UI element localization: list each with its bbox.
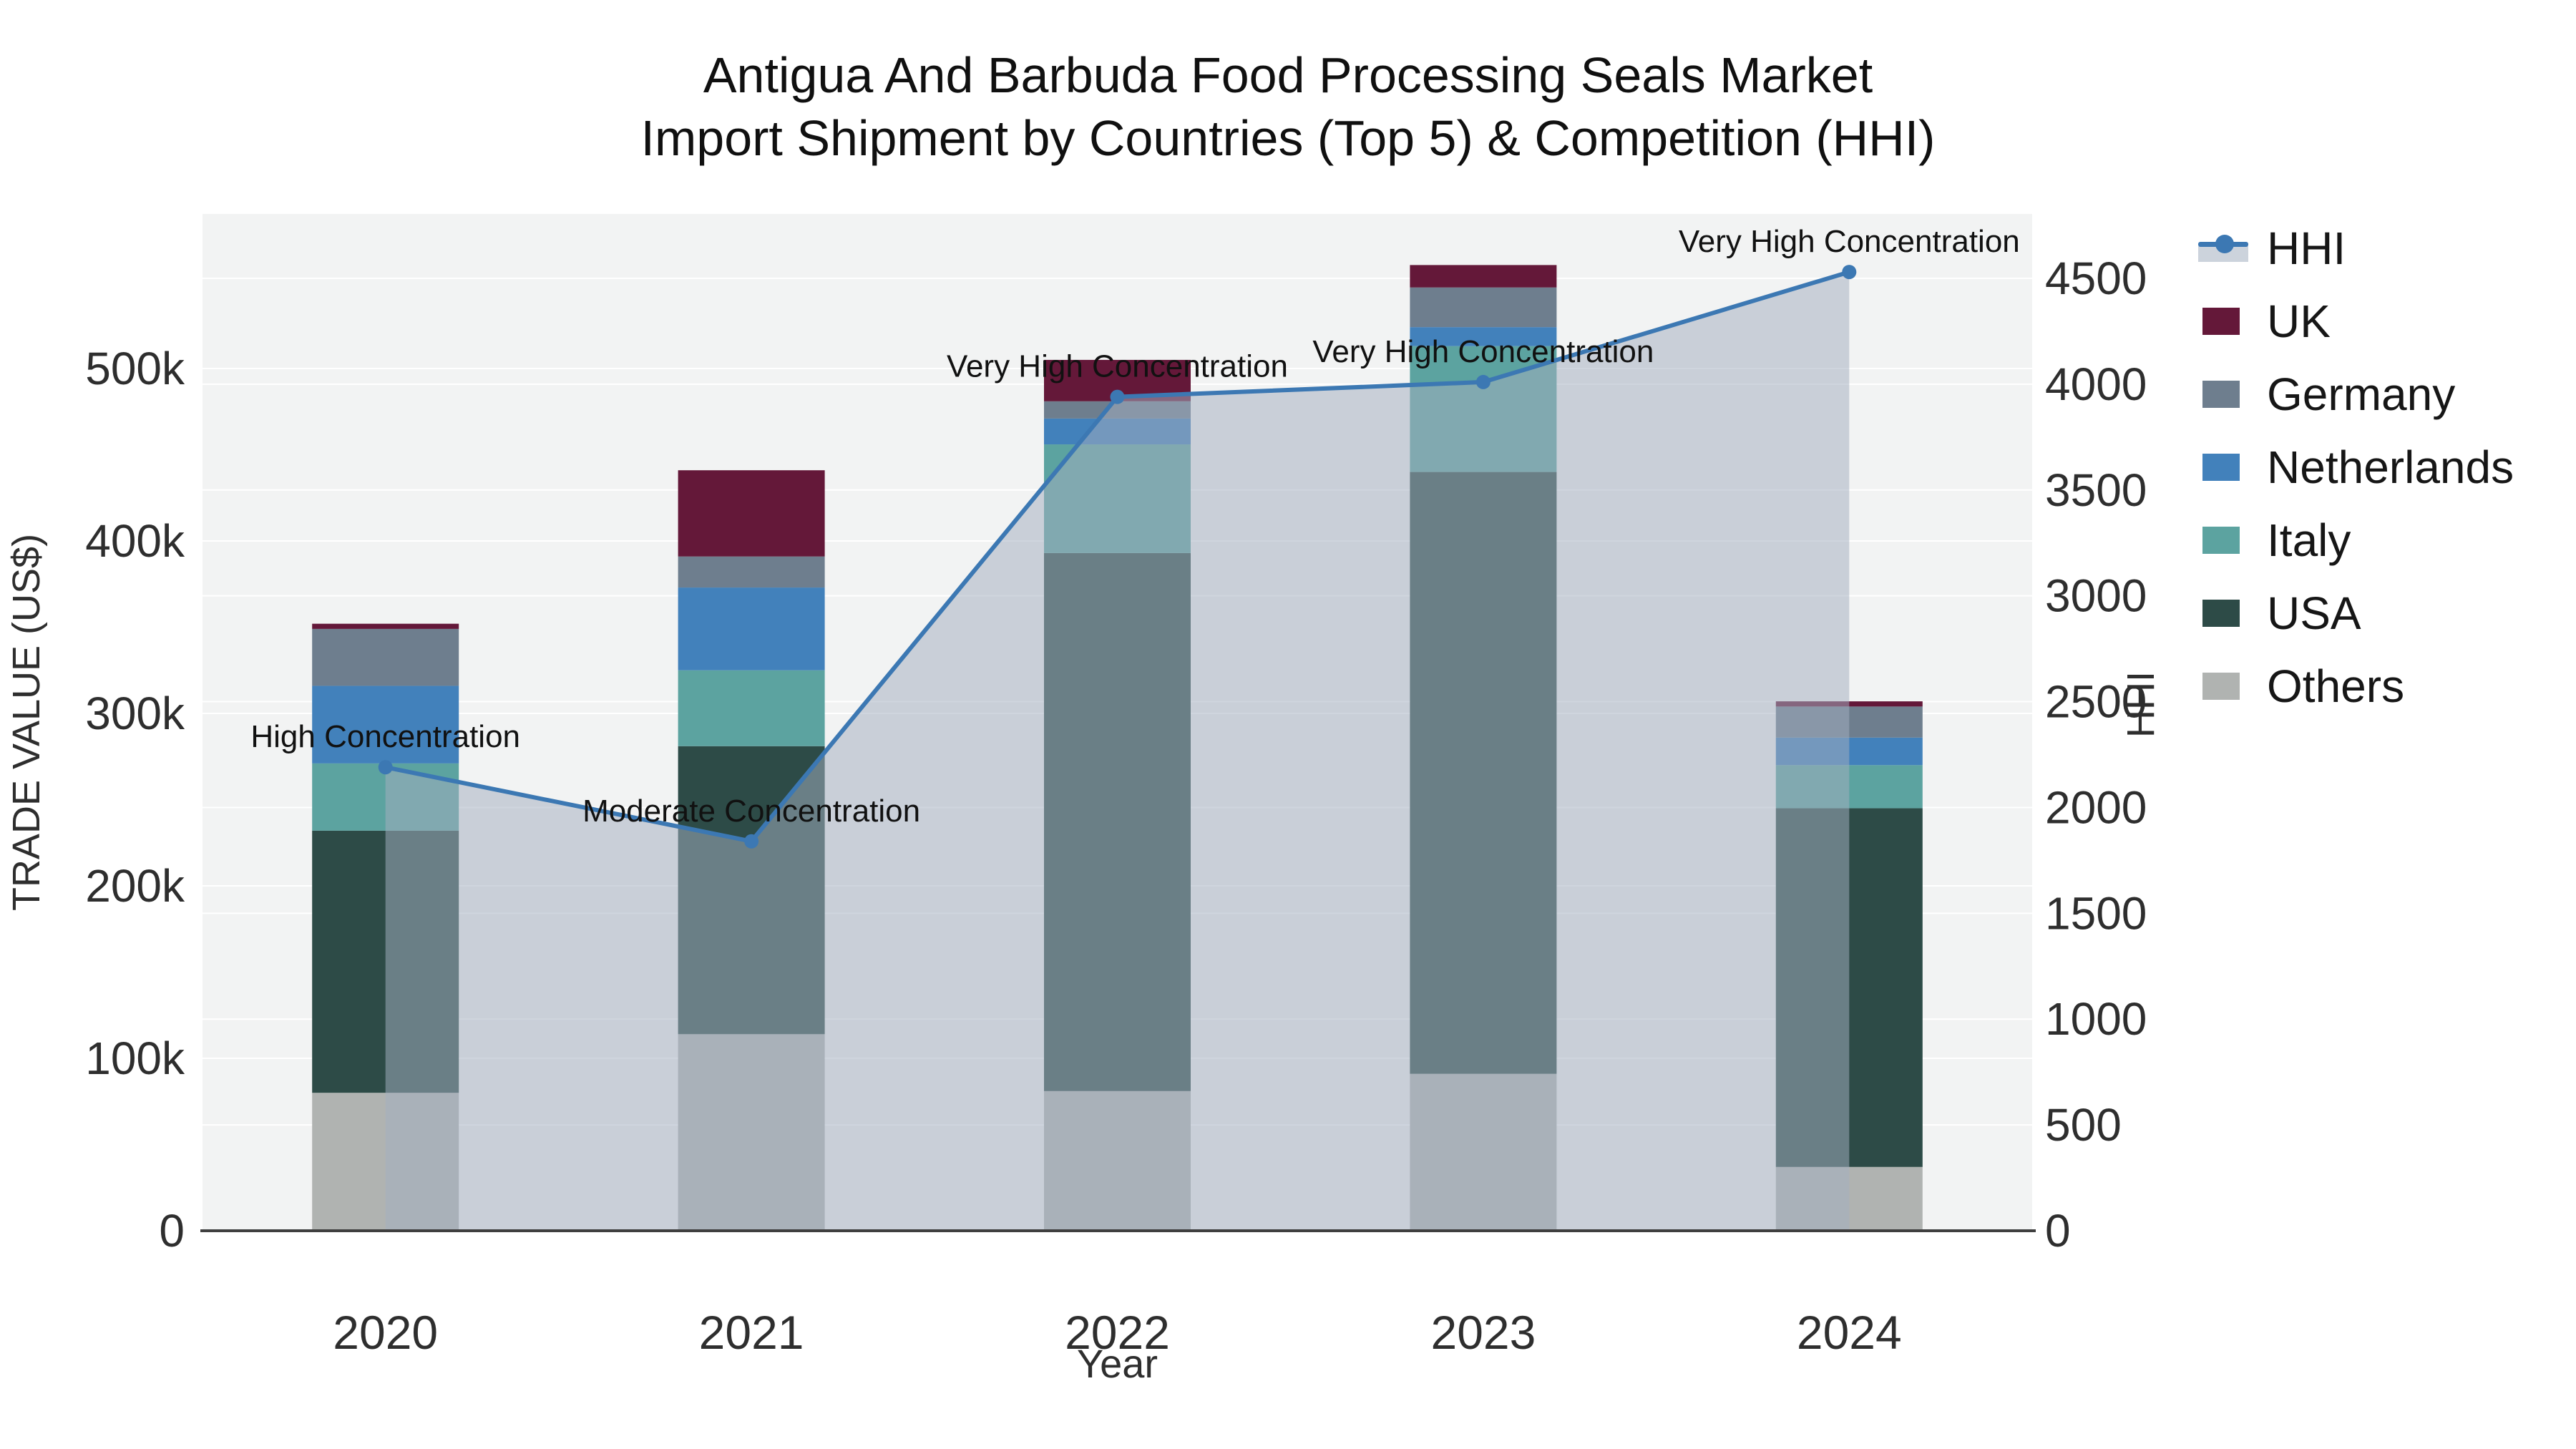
legend-item-italy[interactable]: Italy [2198,514,2514,567]
legend-color-swatch-icon [2198,378,2248,411]
y-right-tick-1000: 1000 [2045,993,2147,1045]
legend-item-germany[interactable]: Germany [2198,368,2514,421]
y-right-tick-3500: 3500 [2045,464,2147,516]
y-left-tick-200k: 200k [85,860,185,912]
y-left-tick-300k: 300k [85,688,185,739]
legend-color-swatch-icon [2198,305,2248,338]
bar-segment-germany-2023[interactable] [1410,287,1557,328]
x-tick-2022: 2022 [1065,1306,1170,1359]
y-left-axis-title: TRADE VALUE (US$) [5,534,48,911]
y-right-tick-3000: 3000 [2045,570,2147,622]
hhi-line-swatch-icon [2198,232,2248,265]
legend-item-others[interactable]: Others [2198,660,2514,713]
swatch-box [2202,673,2240,700]
legend-color-swatch-icon [2198,524,2248,557]
bar-segment-netherlands-2020[interactable] [312,686,459,763]
x-tick-2024: 2024 [1797,1306,1902,1359]
hhi-marker-2022[interactable] [1110,389,1125,404]
y-right-tick-2000: 2000 [2045,781,2147,833]
annotation-2021: Moderate Concentration [582,794,920,829]
hhi-marker-2024[interactable] [1842,265,1857,280]
bar-segment-germany-2020[interactable] [312,628,459,686]
legend-item-usa[interactable]: USA [2198,587,2514,640]
hhi-swatch-dot [2215,235,2234,253]
y-left-tick-100k: 100k [85,1033,185,1084]
legend-label: Others [2267,660,2405,712]
annotation-2023: Very High Concentration [1312,334,1654,369]
legend-label: HHI [2267,223,2346,274]
legend-item-uk[interactable]: UK [2198,295,2514,348]
bar-segment-uk-2020[interactable] [312,623,459,629]
legend-color-swatch-icon [2198,670,2248,703]
bar-segment-netherlands-2021[interactable] [678,587,825,670]
swatch-box [2202,527,2240,554]
hhi-swatch-band [2198,246,2248,262]
x-tick-2021: 2021 [699,1306,804,1359]
legend-color-swatch-icon [2198,597,2248,630]
legend-label: Netherlands [2267,441,2514,493]
y-right-tick-4000: 4000 [2045,358,2147,410]
y-right-axis-title: HHI [2119,671,2162,738]
y-left-tick-400k: 400k [85,515,185,567]
hhi-marker-2023[interactable] [1475,374,1491,389]
y-right-tick-4500: 4500 [2045,253,2147,304]
annotation-2022: Very High Concentration [947,349,1288,384]
swatch-box [2202,381,2240,408]
bar-segment-uk-2023[interactable] [1410,265,1557,288]
y-right-tick-500: 500 [2045,1099,2122,1151]
x-tick-2023: 2023 [1430,1306,1536,1359]
swatch-box [2202,600,2240,627]
x-tick-2020: 2020 [333,1306,438,1359]
hhi-area-fill [385,272,1850,1231]
y-left-tick-500k: 500k [85,343,185,394]
legend-color-swatch-icon [2198,451,2248,484]
hhi-marker-2020[interactable] [378,760,393,775]
y-right-tick-1500: 1500 [2045,887,2147,939]
legend-item-netherlands[interactable]: Netherlands [2198,441,2514,494]
bar-segment-germany-2021[interactable] [678,556,825,588]
legend-item-hhi[interactable]: HHI [2198,222,2514,275]
hhi-marker-2021[interactable] [744,834,759,849]
annotation-2024: Very High Concentration [1679,224,2020,259]
legend: HHI UK Germany Netherlands Italy USA Others [2198,222,2514,713]
legend-label: Italy [2267,514,2351,566]
legend-label: Germany [2267,369,2456,420]
y-right-tick-0: 0 [2045,1205,2071,1257]
x-axis-title: Year [1077,1341,1158,1386]
swatch-box [2202,308,2240,335]
bar-segment-italy-2021[interactable] [678,670,825,746]
swatch-box [2202,454,2240,481]
annotation-2020: High Concentration [250,719,520,754]
bar-segment-uk-2021[interactable] [678,470,825,557]
y-left-tick-0: 0 [159,1205,185,1257]
bar-segment-netherlands-2023[interactable] [1410,327,1557,346]
legend-label: UK [2267,296,2331,347]
legend-label: USA [2267,587,2361,639]
y-right-tick-2500: 2500 [2045,676,2147,728]
